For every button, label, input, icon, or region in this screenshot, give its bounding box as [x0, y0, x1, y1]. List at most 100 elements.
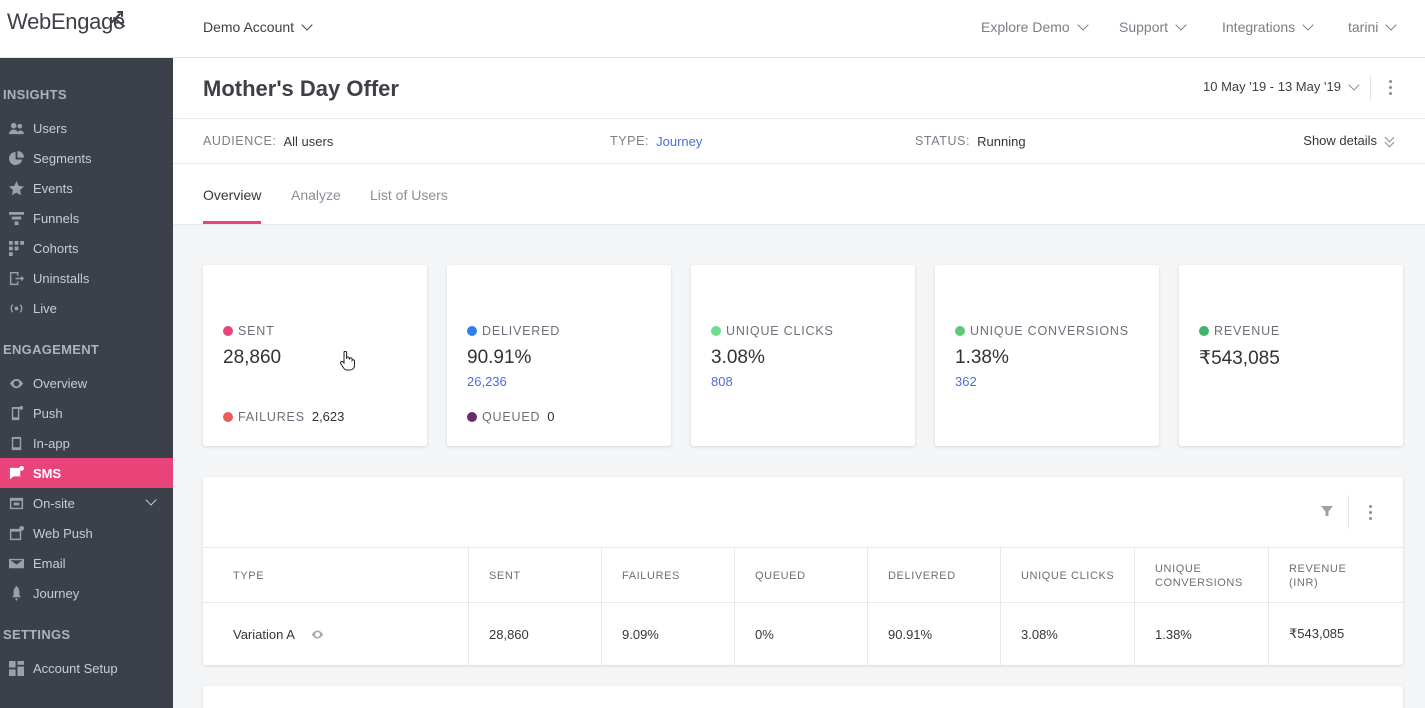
- sidebar-item-overview[interactable]: Overview: [0, 368, 173, 398]
- support-label: Support: [1119, 19, 1169, 35]
- metric-label-text: SENT: [238, 324, 275, 338]
- sidebar-item-funnels[interactable]: Funnels: [0, 203, 173, 233]
- sidebar-item-cohorts[interactable]: Cohorts: [0, 233, 173, 263]
- status-dot: [711, 326, 721, 336]
- table-row: Variation A 28,860 9.09% 0% 90.91% 3.08%…: [203, 603, 1403, 665]
- sidebar-item-sms[interactable]: SMS: [0, 458, 173, 488]
- metric-card-unique-clicks: UNIQUE CLICKS 3.08% 808: [691, 265, 915, 446]
- table-header-delivered[interactable]: DELIVERED: [868, 548, 1000, 603]
- sidebar-item-journey[interactable]: Journey: [0, 578, 173, 608]
- sidebar-item-label: Web Push: [33, 525, 93, 541]
- sidebar-item-segments[interactable]: Segments: [0, 143, 173, 173]
- show-details-button[interactable]: Show details: [1303, 132, 1395, 148]
- sidebar-item-web-push[interactable]: Web Push: [0, 518, 173, 548]
- variations-table-card: TYPE SENT FAILURES QUEUED DELIVERED UNIQ…: [203, 477, 1403, 665]
- column-divider: [468, 547, 469, 665]
- integrations-label: Integrations: [1222, 19, 1296, 35]
- more-options-icon[interactable]: [1369, 505, 1373, 520]
- status-dot: [1199, 326, 1209, 336]
- metric-footer: QUEUED 0: [467, 409, 555, 424]
- webengage-logo[interactable]: WebEngage: [7, 9, 125, 34]
- metric-label-text: DELIVERED: [482, 324, 561, 338]
- sidebar-item-label: In-app: [33, 435, 70, 451]
- eye-icon: [0, 376, 30, 391]
- table-header-unique-clicks[interactable]: UNIQUE CLICKS: [1001, 548, 1134, 603]
- table-cell-sent: 28,860: [489, 626, 529, 642]
- table-header-unique-conversions[interactable]: UNIQUE CONVERSIONS: [1135, 548, 1268, 603]
- table-header-sent[interactable]: SENT: [469, 548, 601, 603]
- settings-section-title: SETTINGS: [3, 627, 71, 642]
- divider: [1370, 75, 1371, 101]
- type-value-link[interactable]: Journey: [656, 134, 703, 149]
- metric-label-text: UNIQUE CONVERSIONS: [970, 324, 1129, 338]
- star-icon: [0, 180, 30, 196]
- tab-overview[interactable]: Overview: [203, 187, 262, 203]
- integrations-menu[interactable]: Integrations: [1222, 19, 1314, 35]
- sidebar-item-label: Funnels: [33, 210, 80, 226]
- tab-analyze[interactable]: Analyze: [291, 187, 341, 203]
- chevron-down-icon: [1077, 19, 1089, 31]
- next-section-card: [203, 686, 1403, 708]
- header-text: QUEUED: [755, 569, 806, 582]
- header-text-block: REVENUE (INR): [1289, 562, 1346, 590]
- show-details-label: Show details: [1303, 133, 1377, 148]
- sidebar-item-events[interactable]: Events: [0, 173, 173, 203]
- sidebar-item-label: Account Setup: [33, 660, 118, 676]
- eye-icon[interactable]: [311, 629, 324, 639]
- header-text-line: CONVERSIONS: [1155, 576, 1243, 589]
- sidebar-item-users[interactable]: Users: [0, 113, 173, 143]
- column-divider: [734, 547, 735, 665]
- metric-label-text: UNIQUE CLICKS: [726, 324, 834, 338]
- metric-value: 3.08%: [711, 347, 765, 368]
- table-header-queued[interactable]: QUEUED: [735, 548, 867, 603]
- date-range-picker[interactable]: 10 May '19 - 13 May '19: [1203, 78, 1360, 94]
- status-dot: [467, 326, 477, 336]
- sidebar-item-live[interactable]: Live: [0, 293, 173, 323]
- status-info: STATUS: Running: [915, 134, 1026, 149]
- table-header-failures[interactable]: FAILURES: [602, 548, 734, 603]
- hand-cursor-icon: [340, 351, 355, 371]
- metric-count-link[interactable]: 808: [711, 374, 733, 389]
- explore-demo-menu[interactable]: Explore Demo: [981, 19, 1089, 35]
- metric-card-sent: SENT 28,860 FAILURES 2,623: [203, 265, 427, 446]
- sidebar-item-label: SMS: [33, 465, 62, 481]
- table-header-revenue[interactable]: REVENUE (INR): [1269, 548, 1403, 603]
- window-icon: [0, 525, 30, 541]
- metric-count-link[interactable]: 26,236: [467, 374, 507, 389]
- account-dropdown[interactable]: Demo Account: [203, 19, 313, 35]
- metric-label: UNIQUE CONVERSIONS: [955, 324, 1129, 338]
- sidebar-item-label: Events: [33, 180, 73, 196]
- support-menu[interactable]: Support: [1119, 19, 1187, 35]
- table-cell-revenue: ₹543,085: [1289, 626, 1345, 641]
- sidebar-item-label: Overview: [33, 375, 88, 391]
- exit-icon: [0, 271, 30, 286]
- metric-card-delivered: DELIVERED 90.91% 26,236 QUEUED 0: [447, 265, 671, 446]
- table-header-type[interactable]: TYPE: [213, 548, 468, 603]
- table-cell-failures: 9.09%: [622, 626, 659, 642]
- more-options-icon[interactable]: [1389, 80, 1393, 95]
- sidebar-item-email[interactable]: Email: [0, 548, 173, 578]
- sidebar-item-label: On-site: [33, 495, 75, 511]
- mobile-icon: [0, 405, 30, 421]
- sidebar-item-label: Users: [33, 120, 67, 136]
- table-header-row: TYPE SENT FAILURES QUEUED DELIVERED UNIQ…: [203, 547, 1403, 603]
- sidebar-item-in-app[interactable]: In-app: [0, 428, 173, 458]
- column-divider: [867, 547, 868, 665]
- sidebar-item-label: Email: [33, 555, 66, 571]
- broadcast-icon: [0, 301, 30, 316]
- chevron-down-icon[interactable]: [145, 494, 157, 506]
- filter-icon[interactable]: [1321, 505, 1333, 517]
- sidebar-item-on-site[interactable]: On-site: [0, 488, 173, 518]
- sidebar-item-push[interactable]: Push: [0, 398, 173, 428]
- chevron-down-icon: [1175, 19, 1187, 31]
- sidebar-item-label: Live: [33, 300, 57, 316]
- tab-list-of-users[interactable]: List of Users: [370, 187, 448, 203]
- audience-value: All users: [283, 134, 334, 149]
- user-menu[interactable]: tarini: [1348, 19, 1398, 35]
- sidebar-item-uninstalls[interactable]: Uninstalls: [0, 263, 173, 293]
- sidebar-item-account-setup[interactable]: Account Setup: [0, 653, 173, 683]
- variation-name: Variation A: [233, 626, 295, 642]
- table-cell-unique-conversions: 1.38%: [1155, 626, 1192, 642]
- metric-count-link[interactable]: 362: [955, 374, 977, 389]
- table-cell-queued: 0%: [755, 626, 774, 642]
